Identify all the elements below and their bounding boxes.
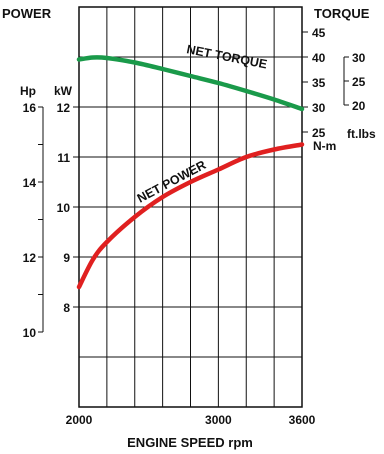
nm-unit-label: N-m	[313, 139, 336, 153]
net-power-line	[76, 142, 305, 290]
kw-tick-label: 8	[63, 301, 70, 315]
nm-tick-label: 45	[312, 26, 326, 40]
kw-tick-label: 11	[57, 151, 70, 165]
ftlbs-tick-label: 30	[352, 51, 366, 65]
x-tick-label: 2000	[66, 413, 93, 427]
power-title: POWER	[2, 6, 52, 21]
series-lines	[76, 55, 305, 290]
hp-unit-label: Hp	[20, 84, 36, 98]
ftlbs-unit-label: ft.lbs	[347, 127, 376, 141]
torque-title: TORQUE	[314, 6, 370, 21]
hp-tick-label: 16	[23, 101, 37, 115]
nm-tick-label: 25	[312, 126, 326, 140]
nm-tick-label: 35	[312, 76, 326, 90]
kw-tick-label: 10	[57, 201, 71, 215]
nm-tick-label: 40	[312, 51, 326, 65]
ftlbs-tick-label: 25	[352, 75, 366, 89]
kw-tick-label: 9	[63, 251, 70, 265]
hp-tick-label: 14	[23, 176, 37, 190]
ftlbs-tick-label: 20	[352, 99, 366, 113]
nm-tick-label: 30	[312, 101, 326, 115]
x-tick-label: 3000	[205, 413, 232, 427]
grid	[79, 7, 302, 407]
hp-tick-label: 12	[23, 251, 37, 265]
kw-unit-label: kW	[54, 84, 73, 98]
hp-tick-label: 10	[23, 326, 37, 340]
axes: 2000 3000 3600 12 11 10 9 8 16 14 12 10 45 40 35 30 25 30…	[23, 6, 366, 427]
plot-border	[78, 6, 303, 408]
net-torque-line	[76, 55, 305, 112]
kw-tick-label: 12	[57, 101, 71, 115]
x-axis-title: ENGINE SPEED rpm	[127, 435, 253, 450]
x-tick-label: 3600	[289, 413, 316, 427]
